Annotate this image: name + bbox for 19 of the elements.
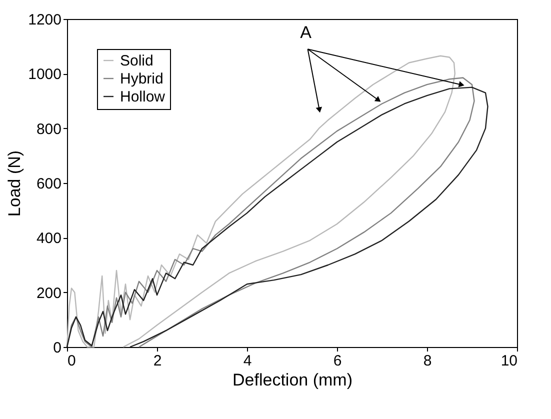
y-axis-title: Load (N) — [5, 150, 24, 217]
x-tick-label: 0 — [68, 352, 76, 370]
y-tick-label: 1200 — [28, 12, 62, 28]
y-tick-label: 200 — [36, 284, 62, 302]
legend-label: Hollow — [120, 88, 166, 106]
y-tick-label: 600 — [36, 176, 62, 192]
x-axis-title: Deflection (mm) — [232, 370, 352, 390]
x-tick-label: 2 — [153, 352, 162, 370]
x-tick-label: 10 — [500, 352, 518, 370]
y-tick-label: 0 — [53, 340, 62, 356]
y-tick-label: 400 — [36, 230, 62, 248]
y-tick-label: 800 — [36, 120, 62, 138]
legend-label: Hybrid — [120, 70, 164, 88]
y-tick-label: 1000 — [28, 66, 62, 84]
annotation: A — [300, 23, 312, 42]
x-tick-label: 8 — [423, 352, 432, 370]
x-tick-label: 6 — [333, 352, 342, 370]
legend-label: Solid — [120, 52, 154, 70]
x-tick-label: 4 — [243, 352, 252, 370]
